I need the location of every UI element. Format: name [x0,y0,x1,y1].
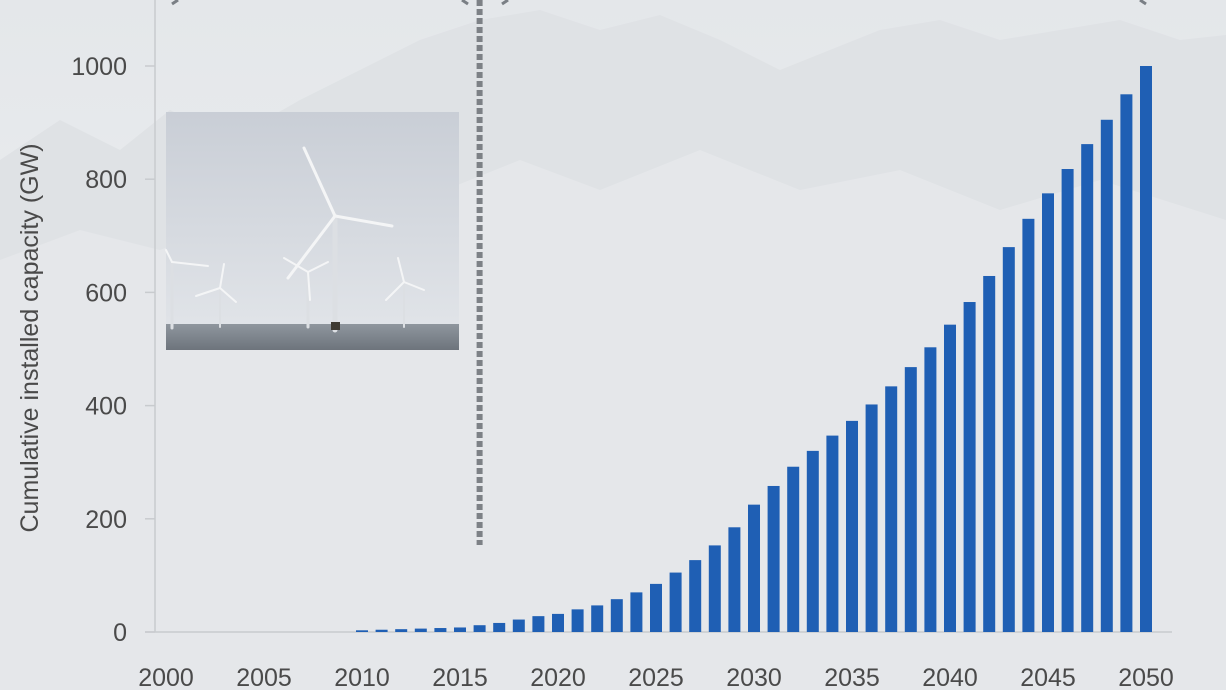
x-tick-label: 2035 [824,664,880,690]
bar-2014 [434,628,447,632]
bar-2044 [1022,218,1035,632]
bar-2041 [963,302,976,632]
bar-2043 [1002,247,1015,632]
bar-2015 [454,627,466,632]
bar-2025 [650,583,662,632]
bar-2035 [846,420,858,632]
bar-2039 [924,347,937,632]
x-tick-label: 2005 [236,664,292,690]
x-tick-label: 2040 [922,664,978,690]
bar-2050 [1140,66,1152,632]
bar-2021 [571,609,584,632]
bar-2016 [473,625,486,632]
bar-2010 [356,630,368,632]
bar-2029 [728,527,741,632]
bar-2036 [865,404,878,632]
bar-2030 [748,504,760,632]
bar-2018 [512,619,525,632]
offshore-wind-turbines-photo [165,112,459,350]
x-tick-label: 2045 [1020,664,1076,690]
y-tick-label: 200 [85,506,127,534]
y-tick-label: 1000 [71,53,127,81]
bar-2028 [708,545,721,632]
y-tick-label: 800 [85,166,127,194]
bar-2013 [414,628,427,632]
bar-2037 [885,386,898,632]
x-tick-label: 2025 [628,664,684,690]
bar-2031 [767,485,780,632]
bar-2032 [787,466,800,632]
x-tick-label: 2020 [530,664,586,690]
bar-2022 [591,605,604,632]
bar-2023 [610,599,623,632]
bar-2024 [630,592,643,632]
x-tick-label: 2000 [138,664,194,690]
bar-2040 [944,324,956,632]
bar-2033 [806,450,819,632]
y-tick-label: 0 [113,619,127,647]
plot-area: 0 200 400 600 800 1000 2000 2005 2010 2015 2020 202… [16,0,1174,690]
x-tick-label: 2030 [726,664,782,690]
bar-2027 [689,560,702,632]
bar-2047 [1081,144,1094,632]
x-tick-label: 2050 [1118,664,1174,690]
bar-2012 [395,629,408,632]
bar-2026 [669,572,682,632]
bar-2011 [375,629,388,632]
bar-2038 [904,367,917,632]
bar-2017 [493,622,506,632]
bar-2048 [1100,119,1113,632]
bar-2046 [1061,169,1074,632]
period-arrows [171,0,1147,6]
bar-2045 [1042,193,1054,632]
x-tick-label: 2010 [334,664,390,690]
bar-2042 [983,275,996,632]
bar-2034 [826,435,839,632]
y-tick-label: 600 [85,279,127,307]
bar-2049 [1120,94,1133,633]
bar-2019 [532,616,545,632]
y-axis-title: Cumulative installed capacity (GW) [16,143,44,532]
x-tick-label: 2015 [432,664,488,690]
bar-2020 [552,613,564,632]
y-tick-label: 400 [85,393,127,421]
